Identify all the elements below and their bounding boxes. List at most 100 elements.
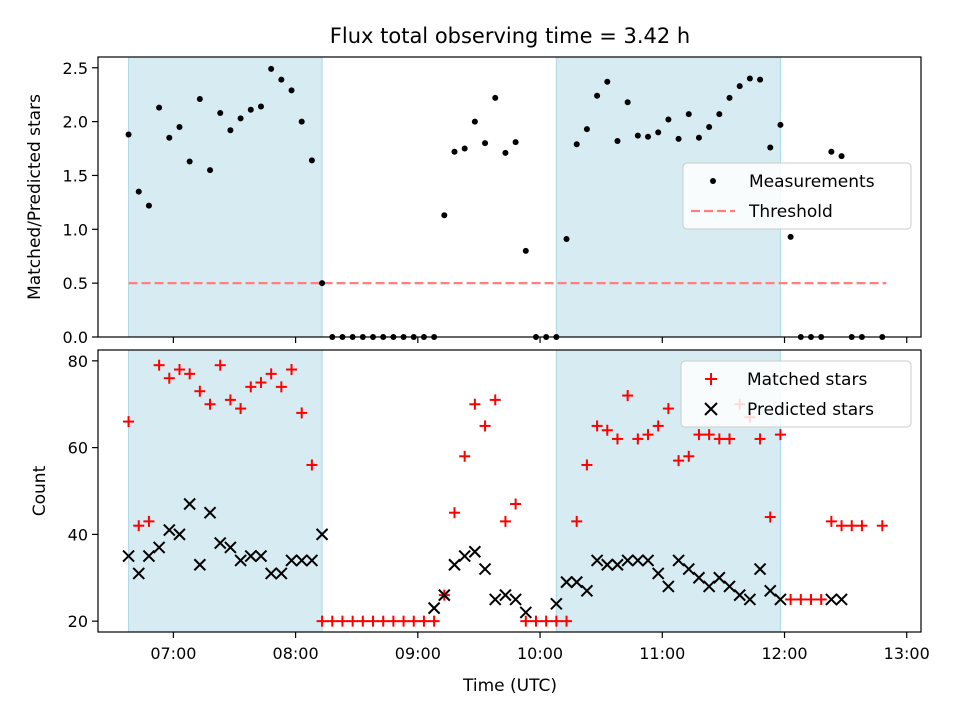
- y-axis-label: Matched/Predicted stars: [25, 94, 45, 300]
- data-point: [166, 134, 173, 141]
- legend-label: Threshold: [748, 202, 833, 222]
- y-tick-label: 1.5: [63, 166, 88, 185]
- data-point: [573, 141, 580, 148]
- data-point: [777, 121, 784, 128]
- data-point: [856, 520, 868, 532]
- data-point: [268, 65, 275, 72]
- y-tick-label: 40: [68, 525, 88, 544]
- data-point: [683, 450, 695, 462]
- data-point: [173, 528, 186, 541]
- data-point: [682, 562, 695, 576]
- data-point: [234, 554, 247, 567]
- data-point: [591, 420, 603, 432]
- data-point: [665, 116, 672, 123]
- data-point: [184, 368, 196, 380]
- data-point: [519, 606, 533, 619]
- data-point: [254, 549, 268, 563]
- x-tick-label: 07:00: [150, 644, 196, 663]
- data-point: [203, 506, 217, 519]
- data-point: [601, 424, 613, 436]
- data-point: [265, 368, 277, 380]
- data-point: [695, 134, 702, 141]
- data-point: [207, 167, 214, 174]
- data-point: [560, 575, 573, 589]
- data-point: [427, 601, 441, 615]
- data-point: [286, 364, 298, 376]
- data-point: [767, 144, 774, 151]
- data-point: [713, 571, 726, 584]
- data-point: [724, 433, 736, 445]
- data-point: [702, 580, 716, 593]
- data-point: [214, 536, 227, 550]
- data-point: [846, 520, 858, 532]
- data-point: [275, 381, 287, 393]
- panel-ratio: 0.0 0.5 1.0 1.5 2.0 2.5 Matched/Predicted star…: [25, 56, 922, 347]
- data-point: [326, 615, 338, 627]
- data-point: [235, 403, 247, 415]
- data-point: [716, 111, 723, 118]
- data-point: [479, 420, 491, 432]
- data-point: [194, 385, 206, 397]
- data-point: [614, 138, 621, 144]
- data-point: [377, 615, 389, 627]
- data-point: [662, 580, 675, 593]
- data-point: [828, 148, 835, 155]
- data-point: [512, 139, 519, 146]
- data-point: [540, 615, 552, 627]
- data-point: [468, 545, 482, 558]
- data-point: [825, 515, 837, 527]
- data-point: [122, 549, 135, 563]
- data-point: [471, 118, 478, 125]
- data-point: [173, 364, 185, 376]
- data-point: [746, 75, 753, 82]
- data-point: [367, 615, 379, 627]
- data-point: [645, 133, 652, 140]
- x-tick-label: 12:00: [761, 644, 807, 663]
- y-axis-label: Count: [30, 465, 50, 516]
- data-point: [652, 420, 664, 432]
- data-point: [571, 515, 583, 527]
- data-point: [876, 520, 888, 532]
- data-point: [264, 567, 278, 580]
- data-point: [581, 459, 593, 471]
- data-point: [315, 528, 329, 541]
- data-point: [244, 549, 257, 563]
- data-point: [132, 567, 145, 580]
- data-point: [143, 515, 155, 527]
- data-point: [224, 541, 237, 554]
- y-tick-label: 0.5: [63, 274, 88, 293]
- data-point: [743, 593, 757, 606]
- data-point: [692, 571, 706, 584]
- data-point: [123, 416, 135, 428]
- data-point: [655, 129, 662, 136]
- data-point: [509, 593, 522, 606]
- x-axis-label: Time (UTC): [462, 676, 557, 696]
- data-point: [459, 450, 471, 462]
- legend-box: [680, 360, 912, 428]
- data-point: [757, 76, 764, 83]
- x-tick-label: 10:00: [517, 644, 563, 663]
- data-point: [257, 103, 264, 110]
- legend-marker: [705, 373, 717, 385]
- legend-entry: Matched stars: [705, 370, 867, 390]
- data-point: [142, 549, 156, 563]
- x-tick-label: 13:00: [884, 644, 930, 663]
- data-point: [319, 280, 326, 287]
- legend-label: Measurements: [749, 172, 875, 192]
- data-point: [255, 377, 267, 389]
- legend: Measurements Threshold: [682, 162, 912, 230]
- data-point: [764, 511, 776, 523]
- y-tick-label: 0.0: [63, 328, 88, 347]
- data-point: [398, 615, 410, 627]
- x-tick-label: 11:00: [639, 644, 685, 663]
- data-point: [278, 76, 285, 83]
- data-point: [836, 520, 848, 532]
- data-point: [441, 212, 448, 219]
- data-point: [482, 140, 489, 147]
- data-point: [451, 148, 458, 155]
- data-point: [563, 236, 570, 242]
- data-point: [275, 567, 288, 580]
- data-point: [163, 523, 176, 537]
- data-point: [580, 584, 594, 597]
